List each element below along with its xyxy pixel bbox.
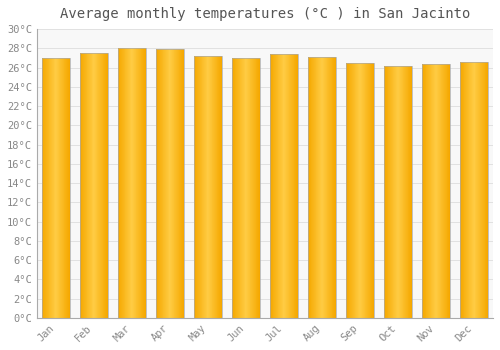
Bar	[118, 48, 146, 318]
Bar	[308, 57, 336, 318]
Bar	[422, 64, 450, 318]
Bar	[156, 49, 184, 318]
Bar	[194, 56, 222, 318]
Bar	[270, 54, 297, 318]
Bar	[42, 58, 70, 318]
Bar	[80, 53, 108, 318]
Bar	[460, 62, 487, 318]
Bar	[232, 58, 260, 318]
Bar	[384, 66, 411, 318]
Title: Average monthly temperatures (°C ) in San Jacinto: Average monthly temperatures (°C ) in Sa…	[60, 7, 470, 21]
Bar	[346, 63, 374, 318]
